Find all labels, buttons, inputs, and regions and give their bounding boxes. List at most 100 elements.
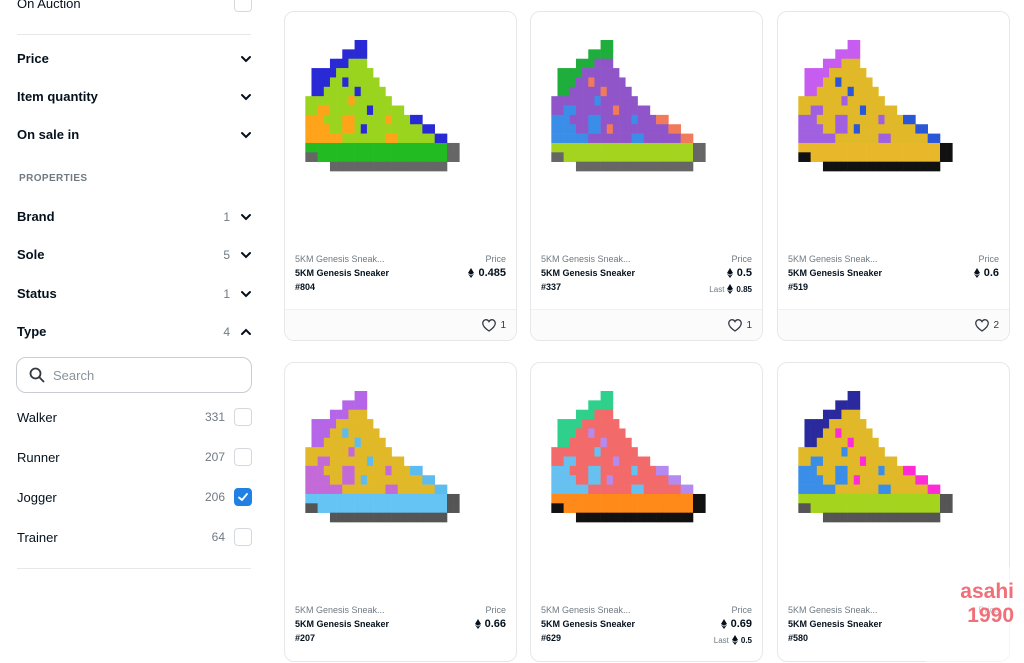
nft-card[interactable]: 5KM Genesis Sneak... 5KM Genesis Sneaker #…: [530, 11, 763, 341]
type-option-jogger[interactable]: Jogger 206: [17, 488, 252, 506]
nft-name: 5KM Genesis Sneaker: [541, 268, 636, 278]
type-option-label: Jogger: [17, 489, 57, 505]
nft-card[interactable]: 5KM Genesis Sneak... 5KM Genesis Sneaker #…: [530, 362, 763, 662]
type-option-checkbox[interactable]: [234, 448, 252, 466]
collection-name[interactable]: 5KM Genesis Sneak...: [788, 254, 878, 264]
price-label: Price: [731, 605, 752, 615]
type-option-label: Walker: [17, 409, 57, 425]
properties-heading: PROPERTIES: [19, 173, 88, 184]
filter-price[interactable]: Price: [17, 51, 252, 66]
nft-card[interactable]: 5KM Genesis Sneak... 5KM Genesis Sneaker #…: [284, 11, 517, 341]
type-option-label: Trainer: [17, 529, 58, 545]
property-label: Status: [17, 286, 57, 301]
chevron-down-icon: [241, 55, 251, 62]
nft-name: 5KM Genesis Sneaker: [295, 619, 390, 629]
on-auction-filter[interactable]: On Auction: [17, 0, 252, 12]
ethereum-icon: [726, 268, 733, 278]
type-option-checkbox[interactable]: [234, 528, 252, 546]
sneaker-artwork: [305, 391, 460, 523]
nft-name: 5KM Genesis Sneaker: [788, 268, 883, 278]
chevron-down-icon: [241, 131, 251, 138]
nft-image[interactable]: [285, 363, 516, 601]
heart-icon[interactable]: [728, 318, 743, 332]
nft-image[interactable]: [285, 12, 516, 250]
ethereum-icon: [468, 268, 475, 278]
nft-name: 5KM Genesis Sneaker: [788, 619, 883, 629]
heart-icon[interactable]: [482, 318, 497, 332]
heart-icon[interactable]: [975, 318, 990, 332]
token-id: #804: [295, 282, 316, 292]
nft-card[interactable]: 5KM Genesis Sneak... 5KM Genesis Sneaker #…: [284, 362, 517, 662]
property-count: 1: [223, 209, 230, 224]
ethereum-icon: [973, 268, 980, 278]
property-sole[interactable]: Sole 5: [17, 247, 252, 262]
watermark-line: asahi: [960, 580, 1014, 603]
price-label: Price: [978, 254, 999, 264]
ethereum-icon: [727, 284, 734, 294]
collection-name[interactable]: 5KM Genesis Sneak...: [541, 254, 631, 264]
collection-name[interactable]: 5KM Genesis Sneak...: [788, 605, 878, 615]
property-type[interactable]: Type 4: [17, 324, 252, 339]
last-amount: 0.5: [740, 635, 752, 645]
price-amount: 0.5: [736, 267, 752, 279]
last-label: Last: [709, 284, 725, 294]
watermark-backdrop: [926, 567, 1024, 663]
filter-label: Item quantity: [17, 89, 98, 104]
divider: [17, 34, 251, 35]
property-count: 4: [223, 324, 230, 339]
filter-item-quantity[interactable]: Item quantity: [17, 89, 252, 104]
card-footer: 1: [285, 309, 516, 340]
type-option-walker[interactable]: Walker 331: [17, 408, 252, 426]
divider: [17, 568, 251, 569]
price-value: 0.6: [973, 267, 999, 279]
on-auction-checkbox[interactable]: [234, 0, 252, 12]
price-label: Price: [731, 254, 752, 264]
like-count: 1: [500, 319, 506, 331]
type-option-checkbox[interactable]: [234, 408, 252, 426]
type-option-checkbox[interactable]: [234, 488, 252, 506]
type-option-label: Runner: [17, 449, 60, 465]
sneaker-artwork: [305, 40, 460, 172]
nft-name: 5KM Genesis Sneaker: [295, 268, 390, 278]
nft-card[interactable]: 5KM Genesis Sneak... 5KM Genesis Sneaker #…: [777, 11, 1010, 341]
watermark: asahi 1990: [960, 580, 1014, 628]
last-label: Last: [713, 635, 729, 645]
type-search-input[interactable]: [53, 367, 233, 383]
nft-image[interactable]: [531, 363, 762, 601]
chevron-down-icon: [241, 290, 251, 297]
last-sale: Last 0.85: [709, 284, 752, 294]
collection-name[interactable]: 5KM Genesis Sneak...: [295, 254, 385, 264]
token-id: #337: [541, 282, 562, 292]
type-option-trainer[interactable]: Trainer 64: [17, 528, 252, 546]
like-count: 1: [746, 319, 752, 331]
like-count: 2: [993, 319, 999, 331]
ethereum-icon: [474, 619, 481, 629]
nft-image[interactable]: [778, 363, 1009, 601]
token-id: #580: [788, 633, 809, 643]
type-option-count: 331: [204, 410, 225, 424]
property-status[interactable]: Status 1: [17, 286, 252, 301]
price-value: 0.485: [468, 267, 506, 279]
property-label: Brand: [17, 209, 55, 224]
sneaker-artwork: [551, 391, 706, 523]
price-value: 0.5: [726, 267, 752, 279]
sneaker-artwork: [798, 40, 953, 172]
price-amount: 0.69: [730, 618, 752, 630]
type-option-runner[interactable]: Runner 207: [17, 448, 252, 466]
token-id: #207: [295, 633, 316, 643]
property-count: 1: [223, 286, 230, 301]
collection-name[interactable]: 5KM Genesis Sneak...: [541, 605, 631, 615]
price-amount: 0.6: [983, 267, 999, 279]
type-search-box[interactable]: [16, 357, 252, 393]
filter-label: Price: [17, 51, 49, 66]
property-brand[interactable]: Brand 1: [17, 209, 252, 224]
filter-on-sale-in[interactable]: On sale in: [17, 127, 252, 142]
token-id: #629: [541, 633, 562, 643]
price-value: 0.69: [720, 618, 752, 630]
collection-name[interactable]: 5KM Genesis Sneak...: [295, 605, 385, 615]
nft-image[interactable]: [531, 12, 762, 250]
nft-name: 5KM Genesis Sneaker: [541, 619, 636, 629]
nft-image[interactable]: [778, 12, 1009, 250]
type-option-count: 64: [211, 530, 225, 544]
property-count: 5: [223, 247, 230, 262]
